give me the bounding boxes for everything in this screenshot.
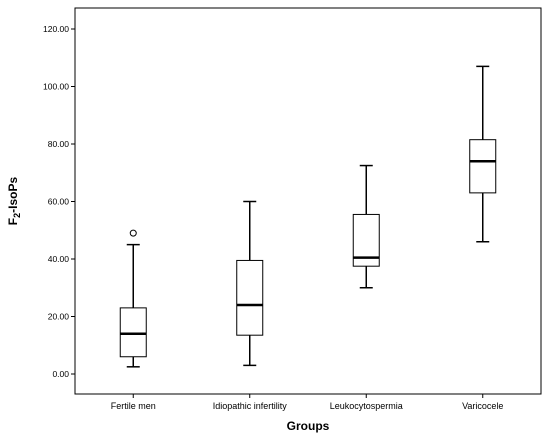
x-tick-label: Fertile men: [111, 401, 156, 411]
y-axis-title: F2-IsoPs: [6, 176, 22, 225]
y-axis-title-tail: -IsoPs: [6, 176, 20, 212]
y-axis-title-main: F: [6, 218, 20, 225]
y-tick-label: 80.00: [48, 139, 70, 149]
y-tick-label: 100.00: [43, 82, 69, 92]
x-axis-title: Groups: [287, 419, 330, 433]
iqr-box: [469, 139, 497, 194]
y-tick-label: 20.00: [48, 312, 70, 322]
x-axis: Fertile men Idiopathic infertility Leukocy…: [111, 394, 503, 411]
iqr-box: [236, 259, 264, 336]
y-tick-label: 40.00: [48, 254, 70, 264]
iqr-box: [119, 307, 147, 358]
box-series: [119, 65, 497, 368]
plot-frame: [74, 7, 542, 395]
y-axis-title-subscript: 2: [12, 213, 22, 218]
y-tick-label: 120.00: [43, 24, 69, 34]
box-group: [119, 229, 147, 368]
x-tick-label: Varicocele: [462, 401, 503, 411]
y-axis: 0.00 20.00 40.00 60.00 80.00 100.00 120.00: [43, 24, 75, 379]
outlier-point: [129, 229, 137, 237]
box-group: [469, 65, 497, 243]
y-tick-label: 60.00: [48, 197, 70, 207]
box-group: [236, 200, 264, 367]
y-tick-label: 0.00: [52, 369, 69, 379]
x-tick-label: Leukocytospermia: [330, 401, 403, 411]
x-tick-label: Idiopathic infertility: [213, 401, 288, 411]
box-group: [352, 164, 380, 289]
